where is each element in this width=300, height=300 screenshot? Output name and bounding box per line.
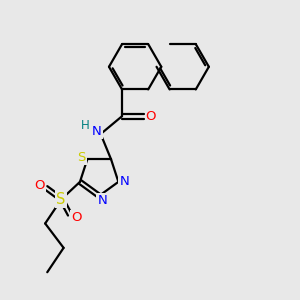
Text: S: S [56,192,66,207]
Text: O: O [34,179,45,192]
Text: O: O [146,110,156,123]
Text: S: S [77,151,86,164]
Text: N: N [97,194,107,207]
Text: N: N [92,125,102,138]
Text: O: O [71,211,82,224]
Text: N: N [119,176,129,188]
Text: H: H [81,119,90,132]
